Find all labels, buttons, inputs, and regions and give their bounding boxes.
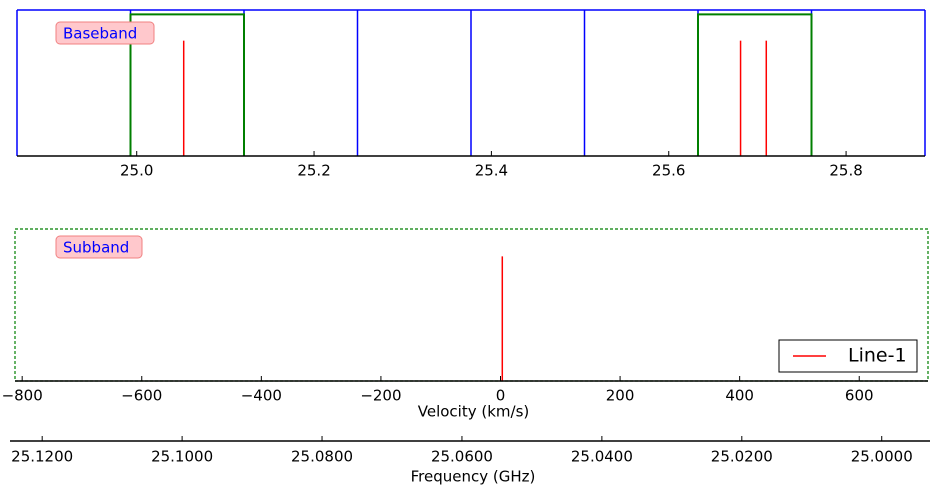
label-box [55,21,155,45]
subband-window [697,13,813,156]
panel-label: Subband [63,239,129,257]
tick-label: 0 [496,387,506,405]
tick-label: 25.0200 [711,448,773,466]
tick-label: 25.0000 [851,448,913,466]
tick-label: 25.0400 [571,448,633,466]
subband-window [129,13,245,156]
tick-label: 25.4 [475,162,508,180]
legend-label: Line-1 [848,345,907,367]
tick-label: −200 [360,387,401,405]
tick-label: −800 [2,387,43,405]
tick-label: 200 [606,387,635,405]
tick-label: 25.0600 [431,448,493,466]
tick-label: 25.0 [120,162,153,180]
tick-label: 25.1200 [11,448,73,466]
tick-label: −600 [121,387,162,405]
x-axis-label: Velocity (km/s) [418,403,529,421]
tick-label: 25.2 [297,162,330,180]
tick-label: 25.1000 [151,448,213,466]
label-box [55,235,143,259]
tick-label: 25.8 [829,162,862,180]
tick-label: 600 [845,387,874,405]
tick-label: 25.6 [652,162,685,180]
x2-axis-label: Frequency (GHz) [411,468,536,486]
tick-label: 400 [725,387,754,405]
tick-label: 25.0800 [291,448,353,466]
panel-label: Baseband [63,25,137,43]
tick-label: −400 [241,387,282,405]
